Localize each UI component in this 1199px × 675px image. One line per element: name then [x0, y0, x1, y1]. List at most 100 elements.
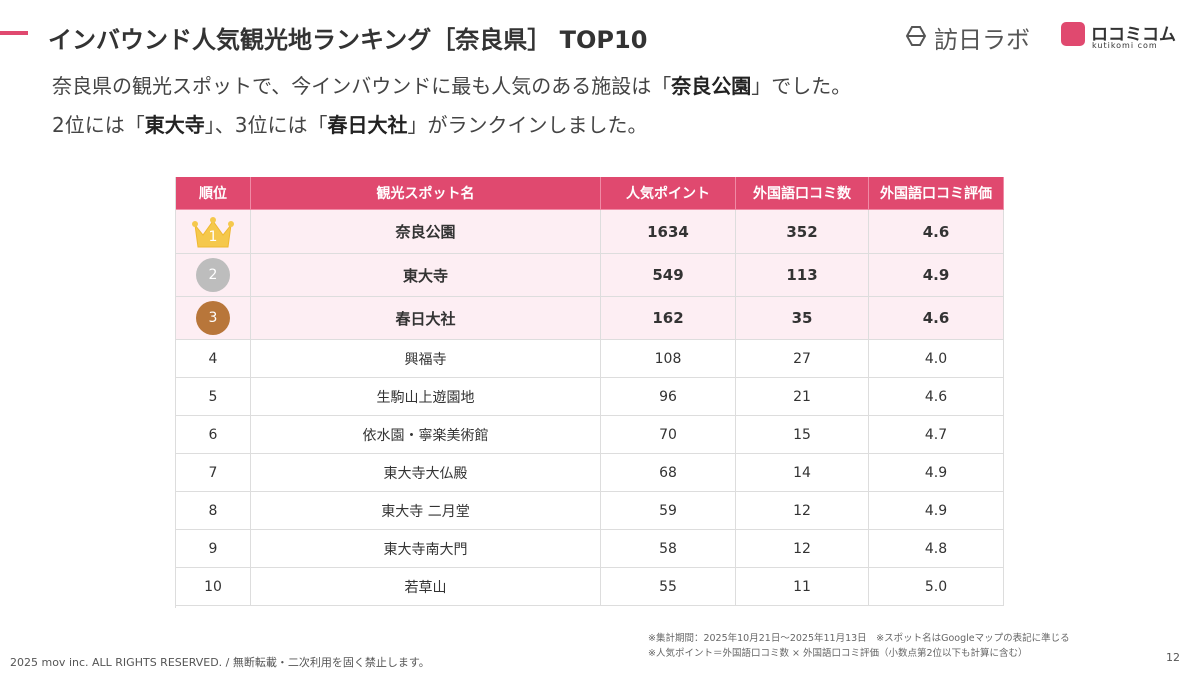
- cell-text: 162: [652, 309, 684, 327]
- cell: 4.7: [869, 416, 1004, 454]
- cell: 113: [736, 254, 869, 297]
- cell: 4.9: [869, 454, 1004, 492]
- cell-text: 4.0: [924, 350, 948, 367]
- medal: 3: [196, 301, 230, 335]
- text: 」がランクインしました。: [407, 113, 648, 137]
- cell-text: 70: [659, 426, 677, 443]
- cell-text: 108: [654, 350, 682, 367]
- cell-text: 8: [208, 502, 218, 519]
- rank-cell: 10: [176, 568, 251, 606]
- rank-cell: 2: [176, 254, 251, 297]
- rank-number: 3: [208, 310, 218, 326]
- cell: 生駒山上遊園地: [251, 378, 601, 416]
- cell-text: 興福寺: [404, 351, 447, 368]
- rank-cell: 5: [176, 378, 251, 416]
- cell: 4.8: [869, 530, 1004, 568]
- rank-cell: 3: [176, 297, 251, 340]
- cell: 12: [736, 530, 869, 568]
- rank-number: 2: [208, 267, 218, 283]
- intro-line: 奈良県の観光スポットで、今インバウンドに最も人気のある施設は「奈良公園」でした。: [52, 70, 851, 99]
- cell-text: 549: [652, 266, 684, 284]
- cell-text: 55: [659, 578, 677, 595]
- page-number: 12: [1166, 651, 1180, 664]
- cell: 5.0: [869, 568, 1004, 606]
- cell-text: 東大寺 二月堂: [381, 503, 470, 520]
- cell: 59: [601, 492, 736, 530]
- cell-text: 1634: [647, 222, 689, 241]
- text: 」、3位には「: [204, 113, 328, 137]
- emphasis: 奈良公園: [671, 74, 752, 98]
- cell-text: 11: [793, 578, 811, 595]
- cell: 55: [601, 568, 736, 606]
- cell: 549: [601, 254, 736, 297]
- header-cell: 観光スポット名: [251, 177, 601, 210]
- cell-text: 352: [786, 222, 818, 241]
- logo-icon: [905, 26, 927, 46]
- text: 」でした。: [751, 74, 852, 98]
- cell-text: 4: [208, 350, 218, 367]
- cell: 4.0: [869, 340, 1004, 378]
- cell: 58: [601, 530, 736, 568]
- cell: 352: [736, 210, 869, 254]
- cell-text: 113: [786, 266, 818, 284]
- cell-text: 96: [659, 388, 677, 405]
- text: 奈良県の観光スポットで、今インバウンドに最も人気のある施設は「: [52, 74, 672, 98]
- accent-bar: [0, 31, 28, 35]
- cell-text: 68: [659, 464, 677, 481]
- header-cell: 外国語口コミ数: [736, 177, 869, 210]
- cell-text: 春日大社: [395, 309, 456, 328]
- cell-text: 7: [208, 464, 218, 481]
- cell-text: 奈良公園: [395, 223, 456, 241]
- header-cell: 順位: [176, 177, 251, 210]
- cell: 4.9: [869, 492, 1004, 530]
- note: ※集計期間：2025年10月21日〜2025年11月13日 ※スポット名はGoo…: [648, 633, 1070, 644]
- logo-sub: kutikomi com: [1092, 41, 1158, 50]
- cell-text: 東大寺: [402, 266, 448, 285]
- cell-text: 4.9: [924, 502, 948, 519]
- cell: 27: [736, 340, 869, 378]
- cell-text: 4.9: [922, 266, 950, 284]
- cell-text: 6: [208, 426, 218, 443]
- cell-text: 5.0: [924, 578, 948, 595]
- cell: 70: [601, 416, 736, 454]
- cell: 奈良公園: [251, 210, 601, 254]
- note: ※人気ポイント＝外国語口コミ数 × 外国語口コミ評価（小数点第2位以下も計算に含…: [648, 648, 1028, 659]
- cell-text: 21: [793, 388, 811, 405]
- cell-text: 東大寺南大門: [383, 541, 468, 558]
- rank-cell: 7: [176, 454, 251, 492]
- cell-text: 12: [793, 540, 811, 557]
- cell-text: 5: [208, 388, 218, 405]
- cell: 若草山: [251, 568, 601, 606]
- crown: 1: [189, 215, 237, 249]
- text: 2位には「: [52, 113, 145, 137]
- intro-line: 2位には「東大寺」、3位には「春日大社」がランクインしました。: [52, 109, 647, 138]
- rank-number: 1: [208, 228, 218, 245]
- header-cell: 人気ポイント: [601, 177, 736, 210]
- cell-text: 12: [793, 502, 811, 519]
- cell-text: 35: [791, 309, 813, 327]
- rank-cell: 4: [176, 340, 251, 378]
- crown-shape: [192, 216, 234, 247]
- cell: 4.6: [869, 378, 1004, 416]
- cell: 96: [601, 378, 736, 416]
- cell: 162: [601, 297, 736, 340]
- cell: 15: [736, 416, 869, 454]
- cell-text: 4.6: [924, 388, 948, 405]
- medal: 2: [196, 258, 230, 292]
- cell-text: 4.6: [922, 309, 950, 327]
- cell-text: 14: [793, 464, 811, 481]
- cell: 依水園・寧楽美術館: [251, 416, 601, 454]
- logo-text: 訪日ラボ: [934, 26, 1030, 54]
- logo-text: ロコミコム: [1091, 25, 1176, 45]
- cell: 1634: [601, 210, 736, 254]
- cell: 12: [736, 492, 869, 530]
- cell: 4.9: [869, 254, 1004, 297]
- cell: 108: [601, 340, 736, 378]
- cell: 21: [736, 378, 869, 416]
- rank-cell: 1: [176, 210, 251, 254]
- cell-text: 15: [793, 426, 811, 443]
- cell: 東大寺: [251, 254, 601, 297]
- emphasis: 東大寺: [144, 113, 205, 137]
- cell-text: 27: [793, 350, 811, 367]
- cell: 東大寺南大門: [251, 530, 601, 568]
